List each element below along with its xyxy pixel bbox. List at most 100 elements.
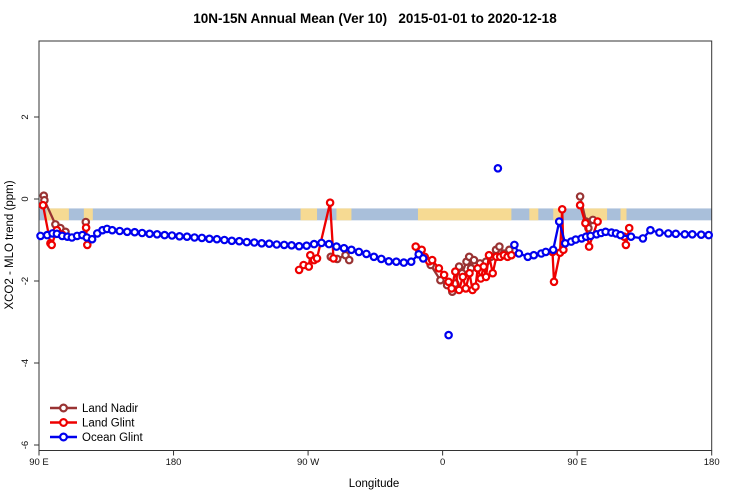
data-point: [190, 233, 199, 242]
data-point: [354, 247, 364, 257]
chart-title: 10N-15N Annual Mean (Ver 10) 2015-01-01 …: [193, 11, 557, 26]
plot-area: [36, 164, 714, 340]
data-point: [329, 254, 338, 263]
map-band-land: [584, 208, 608, 221]
data-point: [541, 247, 551, 257]
data-point: [47, 240, 57, 250]
data-point: [376, 254, 386, 264]
x-axis-label: Longitude: [349, 478, 400, 490]
data-point: [250, 238, 259, 247]
data-point: [182, 232, 192, 242]
data-point: [621, 240, 631, 250]
data-point: [593, 217, 602, 226]
x-tick-label: 180: [704, 457, 720, 468]
data-point: [205, 234, 214, 244]
data-point: [87, 234, 97, 244]
legend-label: Ocean Glint: [82, 432, 144, 444]
data-point: [575, 192, 585, 201]
legend-entry-ocean-glint: Ocean Glint: [50, 432, 144, 444]
data-point: [479, 262, 489, 271]
data-point: [317, 238, 326, 248]
data-point: [557, 205, 567, 214]
data-point: [264, 239, 274, 249]
map-band-land: [620, 208, 627, 221]
map-band-land: [46, 208, 69, 221]
map-band-land: [529, 208, 539, 221]
data-point: [175, 232, 184, 241]
y-tick-label: -2: [20, 277, 31, 285]
x-tick-label: 0: [440, 457, 445, 468]
data-point: [418, 254, 428, 263]
data-point: [309, 239, 319, 249]
map-band-land: [300, 208, 318, 221]
data-point: [235, 236, 244, 246]
data-point: [581, 218, 590, 228]
data-point: [122, 227, 132, 237]
data-point: [471, 282, 480, 292]
data-point: [212, 234, 222, 244]
data-point: [495, 242, 504, 251]
legend-marker-icon: [58, 418, 68, 428]
data-point: [444, 277, 453, 287]
data-point: [529, 250, 539, 260]
data-point: [481, 272, 491, 282]
data-point: [465, 268, 474, 278]
data-point: [646, 225, 655, 235]
data-point: [227, 236, 237, 246]
y-tick-label: 0: [20, 196, 31, 201]
data-point: [145, 229, 154, 239]
legend-entry-land-nadir: Land Nadir: [50, 403, 138, 415]
data-point: [447, 284, 456, 293]
map-band: [39, 208, 712, 221]
data-point: [130, 227, 140, 237]
data-point: [324, 239, 334, 249]
data-point: [167, 231, 177, 240]
data-point: [554, 217, 564, 226]
data-point: [312, 254, 322, 263]
map-band-land: [417, 208, 512, 221]
data-point: [406, 257, 416, 267]
x-tick-label: 90 E: [567, 457, 587, 468]
data-point: [197, 233, 207, 243]
data-point: [115, 226, 125, 236]
data-point: [160, 230, 169, 240]
data-point: [304, 262, 314, 271]
data-point: [38, 200, 48, 210]
data-point: [107, 225, 117, 235]
map-band-land: [83, 208, 93, 221]
data-point: [83, 240, 92, 250]
data-point: [391, 257, 401, 267]
data-point: [325, 198, 335, 208]
map-band-land: [553, 208, 561, 221]
data-point: [279, 240, 289, 250]
map-band-land: [336, 208, 352, 221]
series-ocean-glint: [36, 164, 714, 340]
data-point: [687, 230, 697, 239]
data-point: [458, 272, 468, 282]
data-point: [332, 242, 341, 251]
data-point: [81, 223, 91, 233]
data-point: [696, 230, 706, 240]
data-point: [242, 237, 252, 247]
data-point: [549, 277, 559, 287]
data-point: [294, 265, 304, 275]
data-point: [434, 263, 444, 273]
data-point: [488, 268, 498, 278]
y-tick-label: -6: [20, 441, 31, 449]
y-axis-label: XCO2 - MLO trend (ppm): [4, 180, 16, 309]
data-point: [272, 240, 282, 249]
data-point: [704, 230, 714, 240]
data-point: [575, 200, 585, 210]
data-point: [514, 249, 524, 258]
legend-entry-land-glint: Land Glint: [50, 418, 135, 430]
data-point: [624, 223, 634, 233]
data-point: [427, 255, 437, 265]
x-tick-label: 90 W: [297, 457, 319, 468]
data-point: [257, 239, 267, 248]
legend: Land Nadir Land Glint Ocean Glint: [50, 403, 144, 444]
x-tick-label: 90 E: [29, 457, 49, 468]
data-point: [439, 270, 449, 280]
y-tick-label: 2: [20, 114, 31, 119]
data-point: [152, 230, 162, 239]
